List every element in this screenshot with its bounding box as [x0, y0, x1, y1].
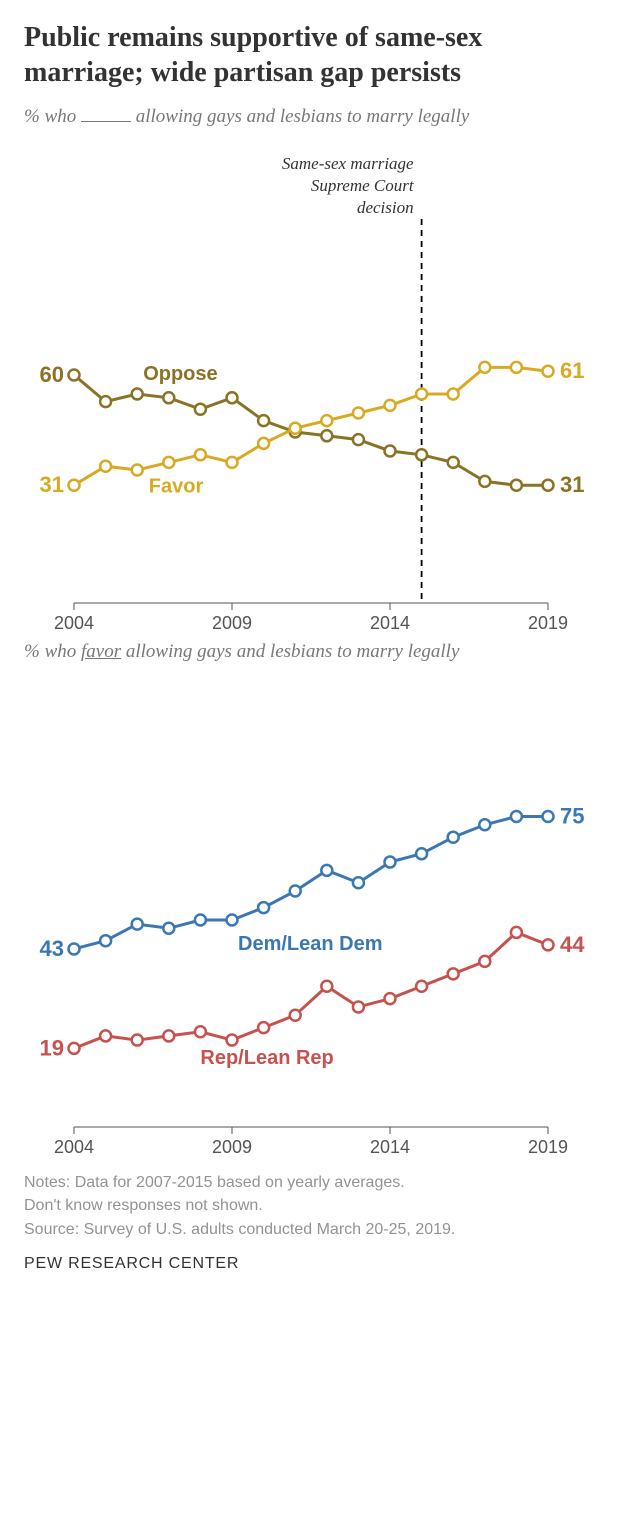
chart2-subtitle-post: allowing gays and lesbians to marry lega… [121, 641, 459, 662]
chart2: 2004 2009 2014 2019 43 75 Dem/Lean Dem 19 44 Rep/… [24, 673, 596, 1163]
chart-title: Public remains supportive of same-sex ma… [24, 20, 596, 90]
svg-text:2009: 2009 [212, 1137, 252, 1157]
svg-text:31: 31 [560, 472, 584, 497]
chart1-subtitle-pre: % who [24, 106, 81, 127]
svg-text:Oppose: Oppose [143, 363, 217, 385]
svg-text:Same-sex marriage: Same-sex marriage [282, 154, 414, 173]
chart2-subtitle-pre: % who [24, 641, 81, 662]
chart1-subtitle: % who allowing gays and lesbians to marr… [24, 104, 596, 131]
chart-notes: Notes: Data for 2007-2015 based on yearl… [24, 1171, 596, 1241]
svg-text:2004: 2004 [54, 1137, 94, 1157]
chart2-svg: 2004 2009 2014 2019 43 75 Dem/Lean Dem 19 44 Rep/… [24, 673, 596, 1163]
svg-text:Dem/Lean Dem: Dem/Lean Dem [238, 933, 383, 955]
svg-text:61: 61 [560, 358, 584, 383]
svg-text:44: 44 [560, 932, 585, 957]
svg-text:2004: 2004 [54, 613, 94, 633]
chart1-subtitle-post: allowing gays and lesbians to marry lega… [131, 106, 469, 127]
svg-text:60: 60 [40, 362, 64, 387]
svg-text:decision: decision [357, 198, 414, 217]
svg-text:19: 19 [40, 1036, 64, 1061]
svg-text:2019: 2019 [528, 1137, 568, 1157]
chart2-subtitle-u: favor [81, 641, 121, 662]
chart1-blank-icon [81, 121, 131, 122]
svg-text:2014: 2014 [370, 613, 410, 633]
svg-text:75: 75 [560, 804, 584, 829]
svg-text:2014: 2014 [370, 1137, 410, 1157]
chart1: 2004 2009 2014 2019 Same-sex marriage Supreme… [24, 139, 596, 639]
svg-text:2019: 2019 [528, 613, 568, 633]
notes-line3: Source: Survey of U.S. adults conducted … [24, 1218, 596, 1241]
svg-text:2009: 2009 [212, 613, 252, 633]
svg-text:Supreme Court: Supreme Court [311, 176, 415, 195]
footer: PEW RESEARCH CENTER [24, 1255, 596, 1273]
svg-text:Favor: Favor [149, 475, 204, 497]
chart1-svg: 2004 2009 2014 2019 Same-sex marriage Supreme… [24, 139, 596, 639]
notes-line1: Notes: Data for 2007-2015 based on yearl… [24, 1171, 596, 1194]
svg-text:31: 31 [40, 472, 64, 497]
svg-text:43: 43 [40, 936, 64, 961]
chart2-subtitle: % who favor allowing gays and lesbians t… [24, 639, 596, 666]
svg-text:Rep/Lean Rep: Rep/Lean Rep [200, 1047, 333, 1069]
notes-line2: Don't know responses not shown. [24, 1194, 596, 1217]
